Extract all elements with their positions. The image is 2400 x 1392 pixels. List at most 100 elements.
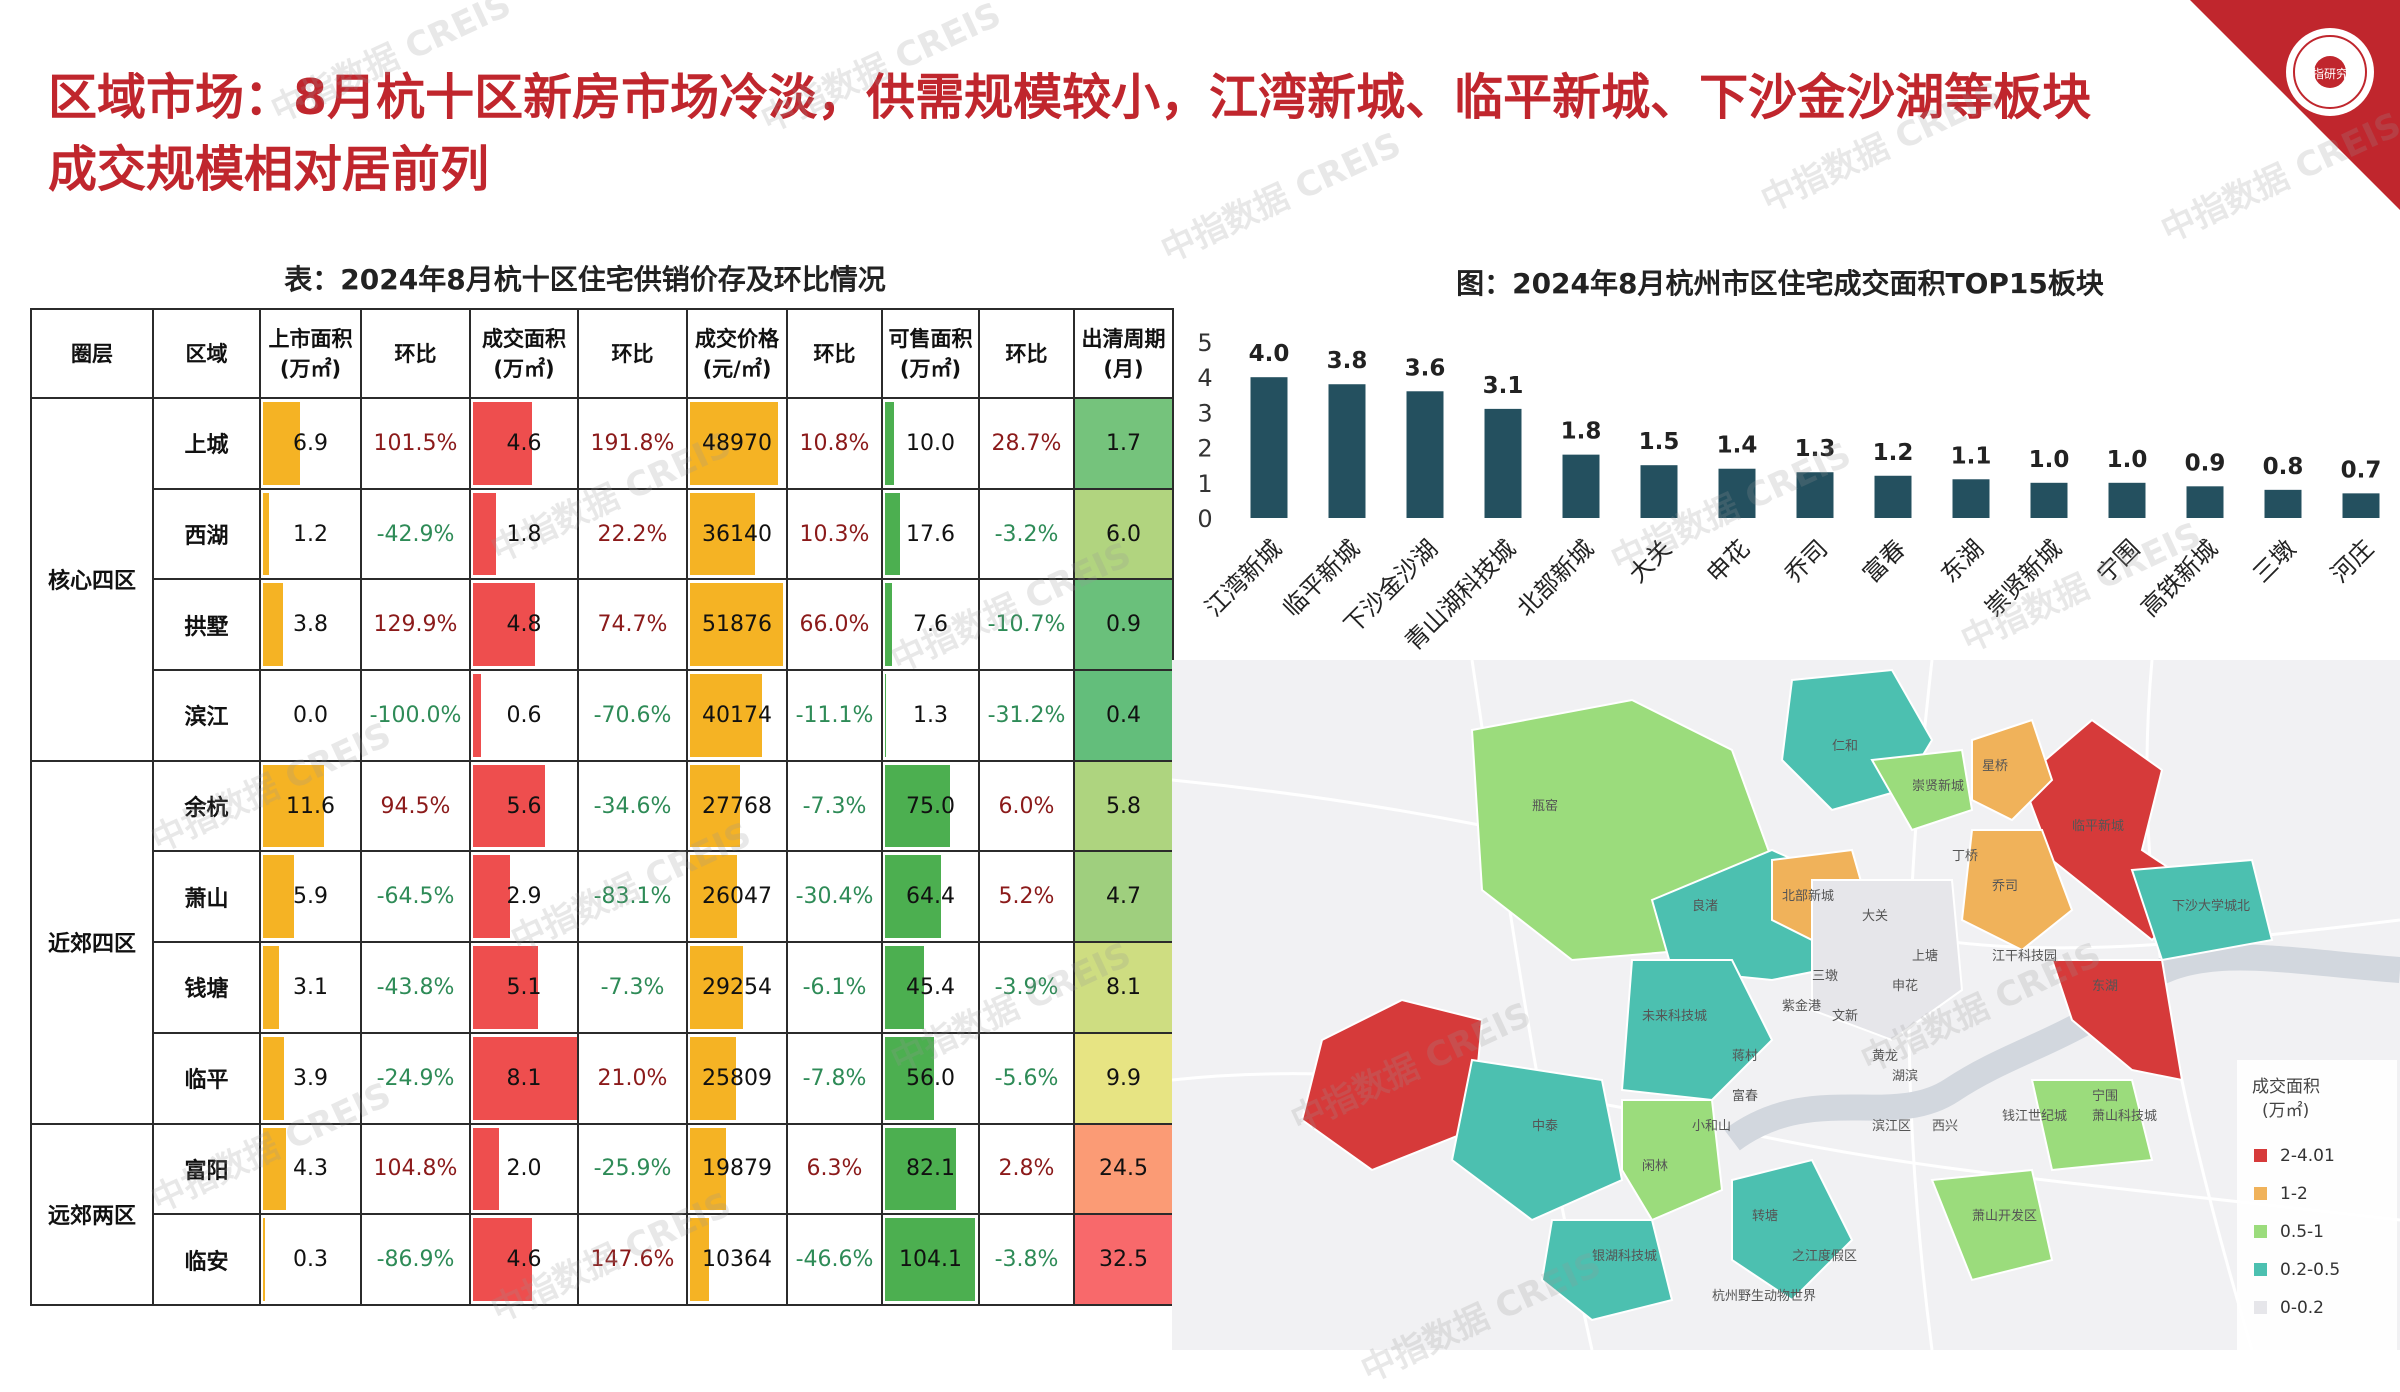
cell-price: 48970 (686, 397, 788, 490)
cell-stock: 56.0 (881, 1031, 980, 1125)
x-tick-label: 宁围 (2092, 534, 2146, 588)
cell-value: 11.6 (286, 793, 335, 819)
data-label: 3.1 (1483, 373, 1524, 399)
bar (1484, 408, 1522, 518)
map-place-label: 仁和 (1832, 739, 1858, 754)
table-row: 萧山 5.9 -64.5% 2.9 -83.1% 26047 -30.4% 64.4 5.2% 4… (31, 850, 1174, 944)
cell-value: 40174 (702, 702, 772, 728)
cell-value: 3.8 (293, 612, 328, 638)
cell-stock_chg: 6.0% (978, 759, 1075, 853)
cell-databar (885, 764, 950, 848)
cell-databar (690, 855, 737, 939)
cell-value: 64.4 (906, 884, 955, 910)
cell-databar (885, 1127, 957, 1211)
map-place-label: 闲林 (1642, 1159, 1668, 1174)
map-place-label: 之江度假区 (1792, 1248, 1857, 1264)
group-cell: 核心四区 (30, 397, 154, 762)
cell-databar (473, 1127, 499, 1211)
map-place-label: 富春 (1732, 1088, 1758, 1104)
data-label: 3.6 (1405, 355, 1446, 381)
map-place-label: 西兴 (1932, 1119, 1958, 1134)
bar (1562, 454, 1600, 518)
cell-value: 45.4 (906, 974, 955, 1000)
map-place-label: 未来科技城 (1642, 1009, 1707, 1024)
map-place-label: 萧山开发区 (1972, 1208, 2037, 1224)
bar (2342, 493, 2380, 518)
data-label: 1.8 (1561, 419, 1602, 445)
map-place-label: 萧山科技城 (2092, 1109, 2157, 1124)
cell-databar (263, 492, 270, 576)
cell-deal_chg: -7.3% (577, 941, 688, 1034)
bar (2030, 482, 2068, 518)
table-header-10: 出清周期 (月) (1073, 308, 1174, 399)
cell-region: 余杭 (152, 759, 261, 853)
map-place-label: 东湖 (2092, 979, 2118, 994)
cell-value: 7.6 (913, 612, 948, 638)
cell-supply_chg: 94.5% (360, 759, 471, 853)
cell-databar (473, 764, 545, 848)
data-labels: 4.0 3.8 3.6 3.1 1.8 1.5 1.4 1.3 1.2 1.1 1.0 1.0 0.9 0… (1249, 341, 2382, 483)
chart-title: 图：2024年8月杭州市区住宅成交面积TOP15板块 (1456, 267, 2104, 300)
table-row: 远郊两区 富阳 4.3 104.8% 2.0 -25.9% 19879 6.3% 82.1 2.8… (30, 1122, 1174, 1306)
legend-unit: (万㎡) (2262, 1101, 2309, 1121)
cell-price_chg: -7.3% (786, 759, 883, 853)
cell-supply: 0.3 (259, 1213, 362, 1306)
table-row: 临安 0.3 -86.9% 4.6 147.6% 10364 -46.6% 104.1 -3.8… (31, 1213, 1174, 1306)
legend-label: 0-0.2 (2280, 1298, 2324, 1318)
cell-deal: 0.6 (469, 669, 579, 762)
data-label: 1.1 (1951, 443, 1992, 469)
region-dongtang (2050, 959, 2184, 1082)
cell-cycle: 8.1 (1073, 941, 1174, 1034)
cell-value: 5.1 (506, 974, 542, 1000)
cell-value: 75.0 (906, 793, 955, 819)
cell-value: 56.0 (906, 1065, 955, 1091)
cell-cycle: 9.9 (1073, 1031, 1174, 1125)
cell-supply: 0.0 (259, 669, 362, 762)
region-zhuanta (1731, 1158, 1854, 1302)
bar (1952, 479, 1990, 518)
cell-databar (690, 583, 784, 667)
cell-region: 富阳 (152, 1122, 261, 1216)
cell-price: 19879 (686, 1122, 788, 1216)
cell-databar (885, 1218, 976, 1301)
table-header-4: 成交面积 (万㎡) (469, 308, 579, 399)
cell-price_chg: 10.8% (786, 397, 883, 490)
y-tick-label: 2 (1197, 435, 1212, 463)
cell-databar (690, 1036, 737, 1120)
region-xiaoshan (1930, 1168, 2054, 1282)
cell-stock: 104.1 (881, 1213, 980, 1306)
logo-text: 中指研究院 (2300, 66, 2360, 81)
map-place-label: 转塘 (1752, 1208, 1778, 1224)
legend-label: 0.2-0.5 (2280, 1260, 2340, 1280)
cell-stock: 82.1 (881, 1122, 980, 1216)
map-place-label: 大关 (1862, 909, 1888, 924)
cell-supply: 3.8 (259, 578, 362, 672)
data-label: 1.5 (1639, 429, 1680, 455)
table-header-7: 环比 (786, 308, 883, 399)
table-header-6: 成交价格 (元/㎡) (686, 308, 788, 399)
cell-databar (885, 674, 887, 757)
cell-price: 25809 (686, 1031, 788, 1125)
cell-supply_chg: -100.0% (360, 669, 471, 762)
page-headline: 区域市场：8月杭十区新房市场冷淡，供需规模较小，江湾新城、临平新城、下沙金沙湖等… (48, 69, 2092, 198)
map-place-label: 文新 (1832, 1008, 1858, 1024)
cell-databar (885, 492, 901, 576)
qiantang-river (1724, 944, 2400, 1151)
map-regions (1300, 668, 2274, 1322)
cell-price: 51876 (686, 578, 788, 672)
cell-databar (263, 402, 300, 485)
x-tick-label: 北部新城 (1512, 534, 1600, 622)
data-label: 4.0 (1249, 341, 1290, 367)
bar (1250, 377, 1288, 518)
cell-value: 4.3 (293, 1156, 328, 1182)
x-tick-label: 东湖 (1936, 534, 1990, 588)
bar (1718, 468, 1756, 518)
map-place-label: 蒋村 (1732, 1049, 1758, 1064)
cell-value: 4.6 (506, 1247, 542, 1273)
cell-cycle: 4.7 (1073, 850, 1174, 944)
table-title: 表：2024年8月杭十区住宅供销价存及环比情况 (284, 263, 886, 296)
cell-supply_chg: -42.9% (360, 487, 471, 581)
cell-price_chg: 10.3% (786, 487, 883, 581)
cell-price: 27768 (686, 759, 788, 853)
